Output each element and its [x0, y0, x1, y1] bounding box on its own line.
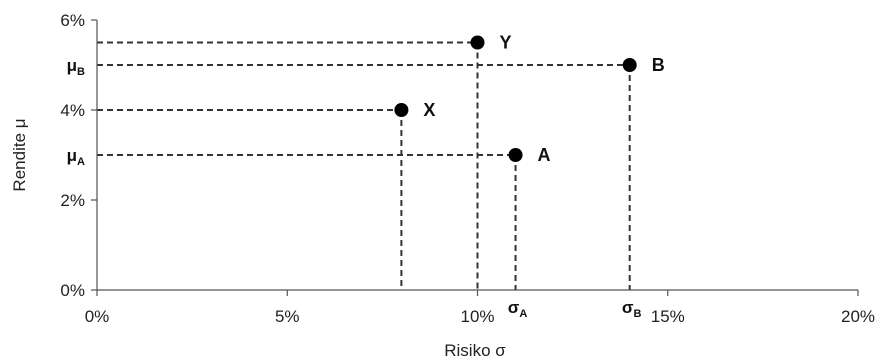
- x-marker-b-symbol: σ: [622, 298, 634, 317]
- point-label-a: A: [538, 145, 551, 165]
- y-marker-a-symbol: μ: [67, 146, 77, 165]
- point-x: [394, 103, 409, 117]
- point-b: [622, 58, 637, 72]
- y-marker-b-subscript: B: [77, 66, 85, 78]
- guides-layer: [97, 41, 631, 290]
- x-tick-label: 5%: [275, 307, 300, 326]
- y-tick-label: 4%: [60, 101, 85, 120]
- x-marker-a: σA: [508, 298, 528, 320]
- x-tick-label: 15%: [651, 307, 685, 326]
- point-y: [470, 35, 485, 50]
- x-tick-label: 20%: [841, 307, 875, 326]
- x-tick-label: 10%: [460, 307, 494, 326]
- point-a: [508, 148, 523, 162]
- y-marker-a-subscript: A: [77, 156, 85, 168]
- y-tick-label: 6%: [60, 11, 85, 30]
- x-marker-b: σB: [622, 298, 642, 320]
- axes-layer: 0% 2% 4% 6% 0% 5% 10% 15% 20%: [60, 11, 875, 326]
- point-label-x: X: [423, 100, 435, 120]
- x-axis-title: Risiko σ: [444, 341, 506, 360]
- y-marker-b-symbol: μ: [67, 56, 77, 75]
- point-label-b: B: [652, 55, 665, 75]
- y-tick-label: 2%: [60, 191, 85, 210]
- x-marker-a-symbol: σ: [508, 298, 520, 317]
- x-marker-a-subscript: A: [519, 308, 527, 320]
- x-tick-label: 0%: [85, 307, 110, 326]
- y-marker-a: μA: [67, 146, 85, 168]
- point-label-y: Y: [500, 33, 512, 53]
- y-axis-title: Rendite μ: [10, 118, 29, 191]
- y-tick-label: 0%: [60, 281, 85, 300]
- x-marker-b-subscript: B: [634, 308, 642, 320]
- y-marker-b: μB: [67, 56, 85, 78]
- points-layer: [394, 35, 637, 162]
